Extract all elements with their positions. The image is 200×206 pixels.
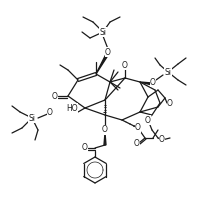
Text: O: O [133,138,139,147]
Text: HO: HO [66,103,78,112]
Text: O: O [82,144,88,152]
Text: O: O [166,98,172,108]
Text: Si: Si [28,114,35,123]
Text: O: O [105,48,110,56]
Polygon shape [139,82,151,85]
Text: O: O [52,91,58,101]
Text: O: O [144,116,150,124]
Text: O: O [47,108,53,117]
Text: O: O [149,77,155,87]
Text: Si: Si [99,27,106,36]
Text: O: O [134,124,140,132]
Text: O: O [158,136,164,144]
Text: O: O [102,125,107,135]
Text: Si: Si [164,68,171,76]
Polygon shape [103,133,105,145]
Polygon shape [96,52,109,74]
Text: O: O [121,61,127,69]
